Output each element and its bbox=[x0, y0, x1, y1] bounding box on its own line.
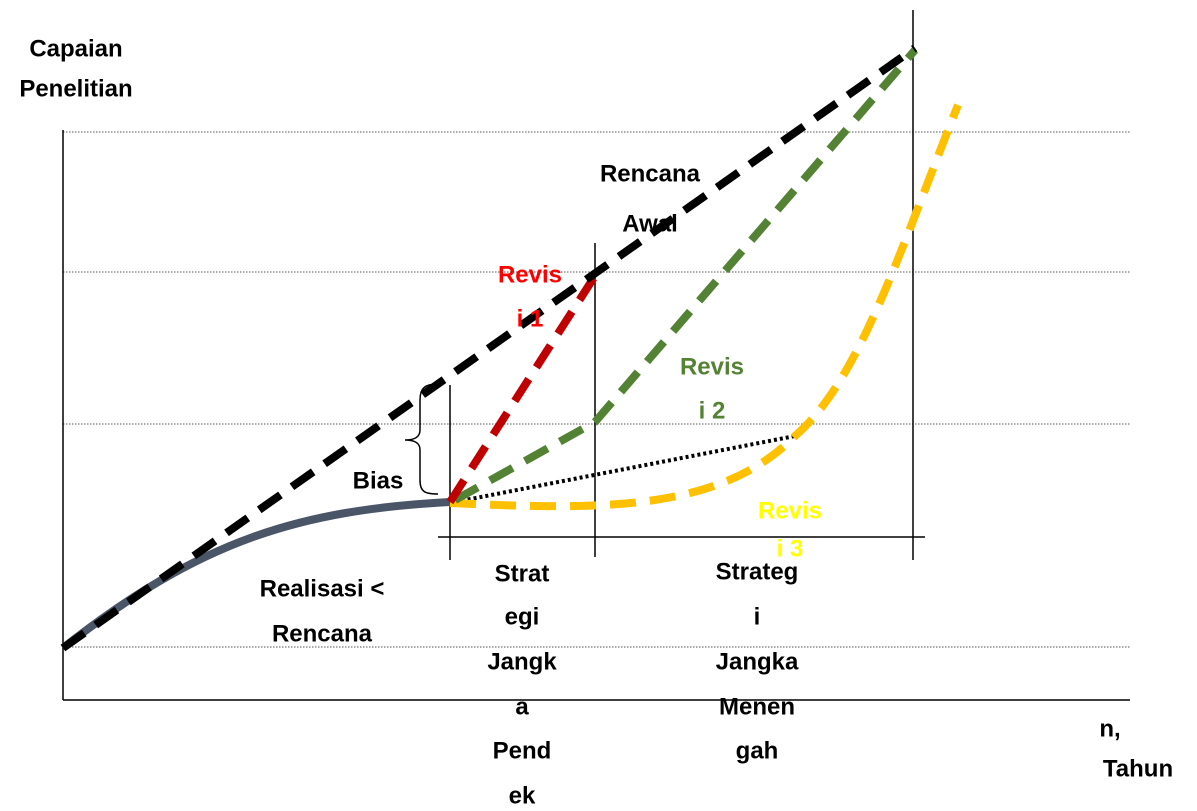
label: Rencana bbox=[272, 620, 373, 647]
axes bbox=[62, 10, 1130, 701]
label: Revis bbox=[758, 497, 822, 524]
label: Realisasi < bbox=[260, 575, 385, 602]
label: n, bbox=[1099, 715, 1120, 742]
label: Jangka bbox=[716, 648, 799, 675]
label: Bias bbox=[353, 467, 404, 494]
dotted-line bbox=[449, 434, 796, 505]
label: Revis bbox=[680, 353, 744, 380]
label: Menen bbox=[719, 693, 795, 720]
label: Capaian bbox=[29, 35, 122, 62]
label: i 3 bbox=[777, 535, 804, 562]
realization-curve bbox=[60, 498, 451, 652]
label: Strateg bbox=[716, 558, 799, 585]
revision-1-line bbox=[446, 265, 604, 505]
label: Pend bbox=[493, 737, 552, 764]
revision-3-line bbox=[449, 103, 962, 511]
label: a bbox=[515, 693, 529, 720]
label: Rencana bbox=[600, 160, 701, 187]
label: Awal bbox=[622, 210, 678, 237]
label: Strat bbox=[495, 560, 550, 587]
label: Penelitian bbox=[19, 75, 132, 102]
label: i bbox=[754, 603, 761, 630]
label: i 2 bbox=[699, 397, 726, 424]
labels: Capaian Penelitian n, Tahun Rencana Awal Revis… bbox=[19, 35, 1173, 809]
label: ek bbox=[509, 782, 536, 809]
revision-2-line bbox=[453, 47, 919, 504]
label: i 1 bbox=[517, 305, 544, 332]
label: egi bbox=[505, 603, 540, 630]
plan-line bbox=[60, 44, 918, 652]
label: gah bbox=[736, 737, 779, 764]
brace bbox=[404, 383, 439, 495]
label: Jangk bbox=[487, 648, 557, 675]
label: Revis bbox=[498, 261, 562, 288]
label: Tahun bbox=[1103, 755, 1173, 782]
grid bbox=[63, 131, 1130, 648]
